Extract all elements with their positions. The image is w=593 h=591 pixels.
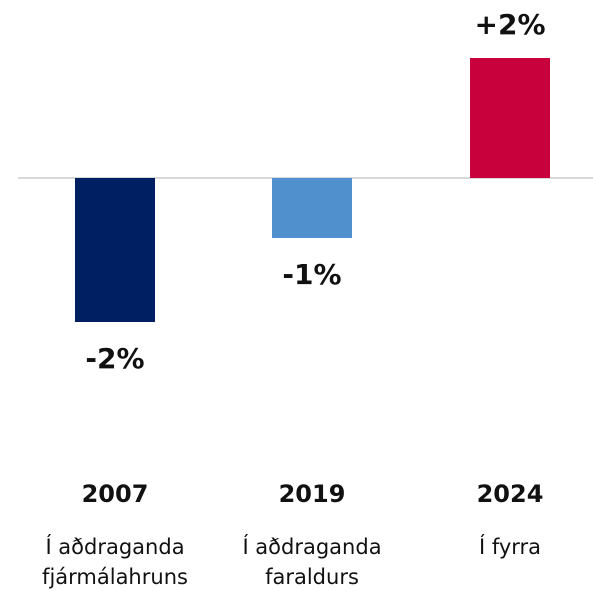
bar [272, 178, 352, 238]
bar [470, 58, 550, 178]
category-label: 2024 [476, 480, 544, 508]
value-label: -1% [282, 258, 341, 291]
value-label: +2% [475, 8, 546, 41]
category-subtitle: Í fyrra [478, 535, 542, 559]
category-subtitle: Í aðdraganda faraldurs [242, 535, 382, 589]
category-subtitle: Í aðdraganda fjármálahruns [42, 535, 188, 589]
category-label: 2019 [278, 480, 346, 508]
category-label: 2007 [81, 480, 149, 508]
bar [75, 178, 155, 322]
value-label: -2% [85, 342, 144, 375]
